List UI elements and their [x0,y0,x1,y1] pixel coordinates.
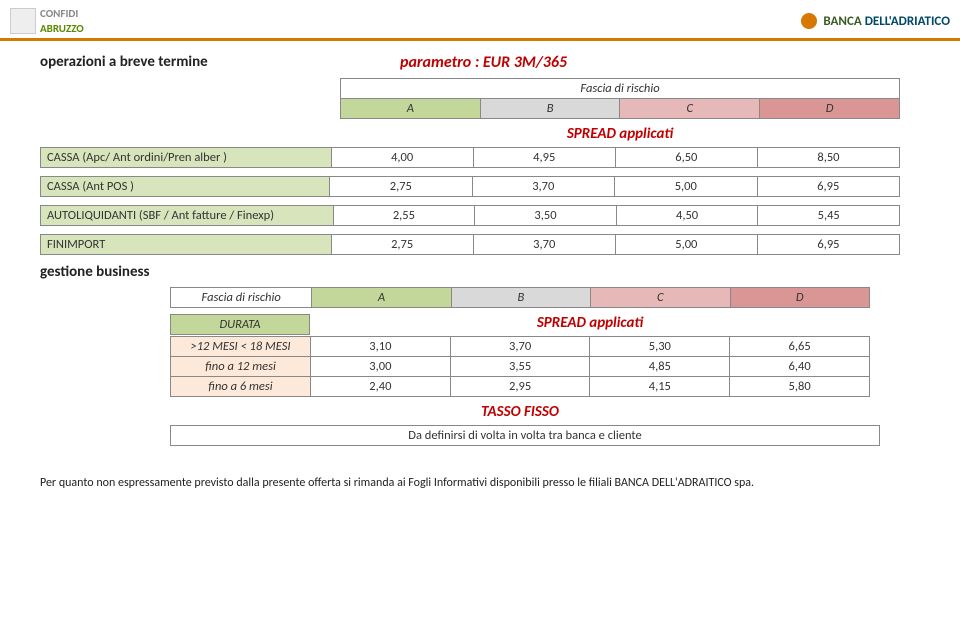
durata-header: DURATA [170,314,310,335]
biz-row-label: fino a 12 mesi [171,357,311,377]
parametro-label: parametro : EUR 3M/365 [400,53,920,72]
logo-left-text: CONFIDI ABRUZZO [40,6,84,36]
col-b: B [480,99,620,119]
section1-header: operazioni a breve termine parametro : E… [40,53,920,74]
logo-right: BANCA DELL'ADRIATICO [801,13,950,29]
cell: 6,50 [615,148,757,168]
logo-confidi-text: CONFIDI [40,7,78,20]
biz-row-label: fino a 6 mesi [171,377,311,397]
bank-icon [801,13,817,29]
cell: 2,40 [311,377,451,397]
row-label: CASSA (Apc/ Ant ordini/Pren alber ) [41,148,332,168]
row1-cassa: CASSA (Apc/ Ant ordini/Pren alber ) 4,00… [40,147,900,168]
section1-title: operazioni a breve termine [40,53,340,71]
fascia-label: Fascia di rischio [341,79,900,99]
bank-name: BANCA DELL'ADRIATICO [823,14,950,29]
cell: 2,75 [330,177,472,197]
biz-header-table: Fascia di rischio A B C D [170,287,870,308]
logo-left: CONFIDI ABRUZZO [10,6,84,36]
cell: 6,40 [730,357,870,377]
row3-autoliquidanti: AUTOLIQUIDANTI (SBF / Ant fatture / Fine… [40,205,900,226]
cell: 5,80 [730,377,870,397]
fascia-label-2: Fascia di rischio [171,288,312,308]
spread-label-2: SPREAD applicati [310,314,870,332]
col-a: A [312,288,451,308]
cell: 2,75 [331,235,473,255]
fascia-header-table: Fascia di rischio A B C D [340,78,900,119]
durata-label: DURATA [171,315,310,335]
col-d: D [760,99,900,119]
biz-data-table: >12 MESI < 18 MESI 3,10 3,70 5,30 6,65 f… [170,336,870,397]
cell: 3,70 [473,235,615,255]
spread-label-1: SPREAD applicati [340,125,900,143]
col-c: C [620,99,760,119]
row4-finimport: FINIMPORT 2,75 3,70 5,00 6,95 [40,234,900,255]
cell: 6,95 [757,235,899,255]
col-c: C [591,288,730,308]
cell: 4,00 [331,148,473,168]
tasso-fisso-label: TASSO FISSO [170,403,870,421]
footer-note: Per quanto non espressamente previsto da… [40,476,920,490]
cell: 3,55 [450,357,590,377]
cell: 3,50 [475,206,617,226]
cell: 4,15 [590,377,730,397]
page-content: operazioni a breve termine parametro : E… [0,41,960,510]
cell: 3,10 [311,337,451,357]
header-bar: CONFIDI ABRUZZO BANCA DELL'ADRIATICO [0,0,960,41]
cell: 5,00 [615,177,757,197]
cell: 4,95 [473,148,615,168]
col-a: A [341,99,481,119]
biz-row-label: >12 MESI < 18 MESI [171,337,311,357]
cell: 5,45 [758,206,900,226]
row2-cassa-pos: CASSA (Ant POS ) 2,75 3,70 5,00 6,95 [40,176,900,197]
cell: 4,85 [590,357,730,377]
business-section: Fascia di rischio A B C D DURATA SPREAD … [170,287,920,446]
cell: 2,55 [333,206,475,226]
logo-icon [10,8,36,34]
cell: 6,95 [757,177,900,197]
section2-title: gestione business [40,263,340,281]
row-label: AUTOLIQUIDANTI (SBF / Ant fatture / Fine… [41,206,334,226]
cell: 2,95 [450,377,590,397]
cell: 3,70 [450,337,590,357]
logo-abruzzo-text: ABRUZZO [40,22,84,35]
col-b: B [451,288,590,308]
row-label: FINIMPORT [41,235,332,255]
cell: 3,70 [472,177,614,197]
cell: 3,00 [311,357,451,377]
note-box: Da definirsi di volta in volta tra banca… [170,425,880,446]
cell: 4,50 [616,206,758,226]
cell: 8,50 [757,148,899,168]
col-d: D [730,288,870,308]
cell: 5,30 [590,337,730,357]
row-label: CASSA (Ant POS ) [41,177,330,197]
cell: 5,00 [615,235,757,255]
cell: 6,65 [730,337,870,357]
